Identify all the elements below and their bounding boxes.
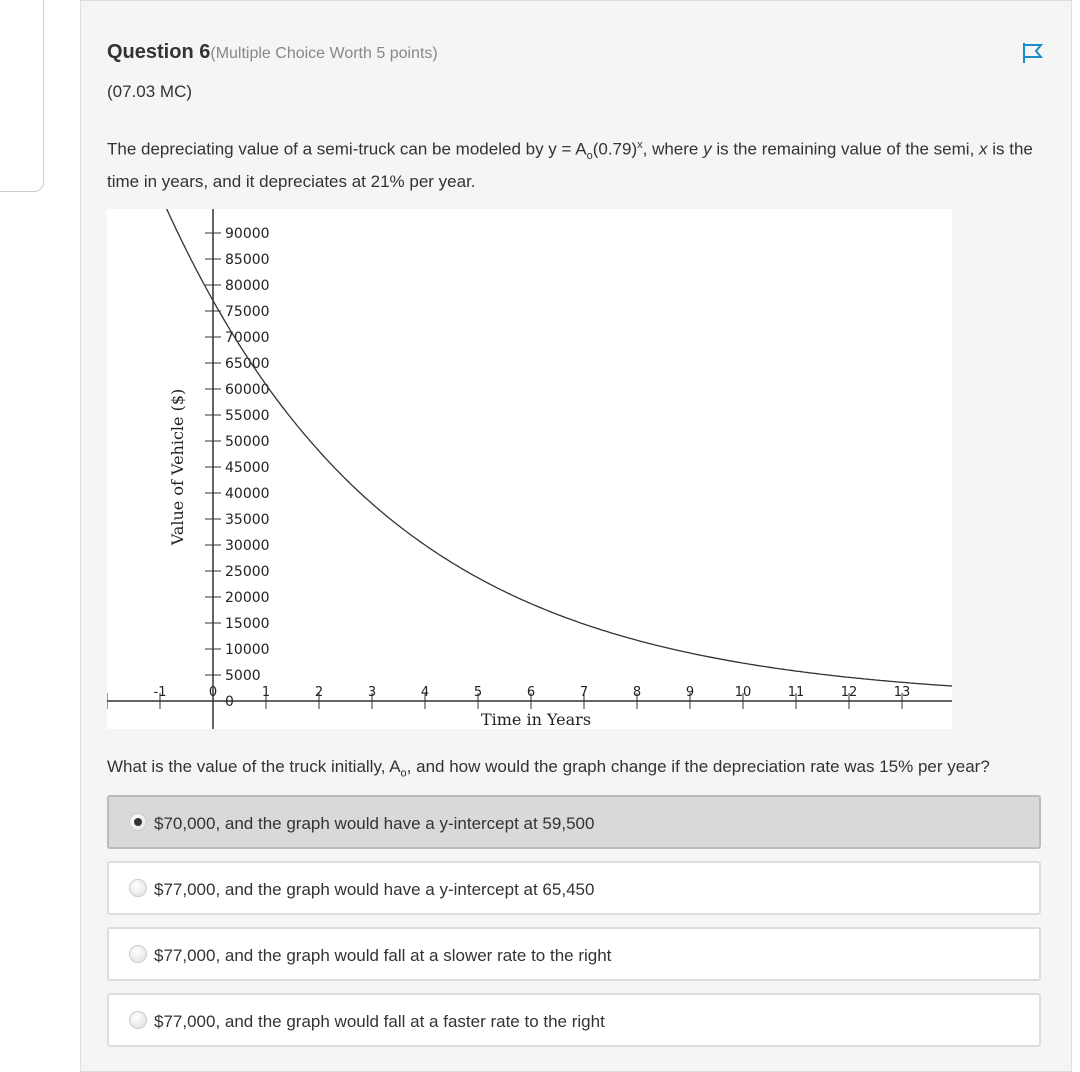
radio-button[interactable] xyxy=(129,813,147,831)
x-tick-label: 7 xyxy=(580,685,588,700)
y-tick-label: 15000 xyxy=(225,616,270,632)
y-tick-label: 85000 xyxy=(225,252,270,268)
y-tick-label: 60000 xyxy=(225,382,270,398)
graph: -1 0 1 2 3 4 5 6 7 8 9 10 11 12 13 0 5000 10000 15000 20000… xyxy=(106,59,953,729)
side-panel xyxy=(0,0,44,192)
answer-option[interactable]: $77,000, and the graph would fall at a s… xyxy=(107,927,1041,981)
y-tick-label: 20000 xyxy=(225,590,270,606)
x-tick-label: 3 xyxy=(368,685,376,700)
y-tick-label: 25000 xyxy=(225,564,270,580)
x-tick-label: 6 xyxy=(527,685,535,700)
x-tick-label: 12 xyxy=(841,685,858,700)
answer-option[interactable]: $77,000, and the graph would have a y-in… xyxy=(107,861,1041,915)
x-tick-label: 1 xyxy=(262,685,270,700)
y-tick-label: 40000 xyxy=(225,486,270,502)
y-tick-label: 45000 xyxy=(225,460,270,476)
y-tick-label: 5000 xyxy=(225,668,261,684)
radio-button[interactable] xyxy=(129,1011,147,1029)
y-tick-label: 70000 xyxy=(225,330,270,346)
radio-button[interactable] xyxy=(129,879,147,897)
y-tick-label: 30000 xyxy=(225,538,270,554)
y-tick-label: 35000 xyxy=(225,512,270,528)
option-label: $77,000, and the graph would fall at a s… xyxy=(154,946,612,965)
x-tick-label: -1 xyxy=(154,685,167,700)
y-tick-label: 90000 xyxy=(225,226,270,242)
y-axis-label: Value of Vehicle ($) xyxy=(168,389,187,547)
question-panel: Question 6(Multiple Choice Worth 5 point… xyxy=(80,0,1072,1072)
x-tick-label: 4 xyxy=(421,685,429,700)
question-title: Question 6(Multiple Choice Worth 5 point… xyxy=(107,41,438,63)
option-label: $70,000, and the graph would have a y-in… xyxy=(154,814,595,833)
question-worth: (Multiple Choice Worth 5 points) xyxy=(210,45,438,62)
chart: -1 0 1 2 3 4 5 6 7 8 9 10 11 12 1305000100001500020000… xyxy=(106,59,953,729)
option-label: $77,000, and the graph would have a y-in… xyxy=(154,880,595,899)
y-tick-label: 65000 xyxy=(225,356,270,372)
question-part-2: What is the value of the truck initially… xyxy=(107,757,990,780)
radio-button[interactable] xyxy=(129,945,147,963)
x-tick-label: 11 xyxy=(788,685,805,700)
x-tick-label: 0 xyxy=(209,685,217,700)
question-code: (07.03 MC) xyxy=(107,82,193,101)
x-axis-label: Time in Years xyxy=(481,710,591,729)
answer-option[interactable]: $70,000, and the graph would have a y-in… xyxy=(107,795,1041,849)
y-tick-label: 75000 xyxy=(225,304,270,320)
curve xyxy=(106,59,953,687)
x-tick-label: 8 xyxy=(633,685,641,700)
answer-option[interactable]: $77,000, and the graph would fall at a f… xyxy=(107,993,1041,1047)
y-tick-label: 50000 xyxy=(225,434,270,450)
flag-icon[interactable] xyxy=(1021,41,1045,70)
option-label: $77,000, and the graph would fall at a f… xyxy=(154,1012,605,1031)
y-tick-label: 0 xyxy=(225,694,234,710)
x-tick-label: 13 xyxy=(894,685,911,700)
y-tick-label: 10000 xyxy=(225,642,270,658)
x-tick-label: 10 xyxy=(735,685,752,700)
x-tick-label: 5 xyxy=(474,685,482,700)
y-tick-label: 80000 xyxy=(225,278,270,294)
question-prompt: The depreciating value of a semi-truck c… xyxy=(107,139,1033,192)
x-tick-label: 9 xyxy=(686,685,694,700)
x-tick-label: 2 xyxy=(315,685,323,700)
y-tick-label: 55000 xyxy=(225,408,270,424)
